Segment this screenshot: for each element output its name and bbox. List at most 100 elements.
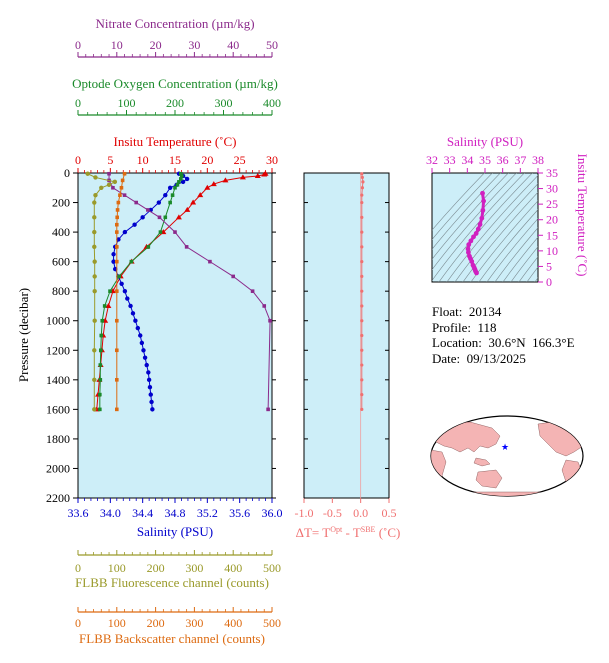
pressure-tick-label: 1000 — [46, 314, 70, 328]
delta-t-tick-label: 0.5 — [382, 506, 397, 520]
density-contour — [526, 266, 538, 282]
nitrate-tick-label: 20 — [150, 38, 162, 52]
backscatter-point — [116, 200, 121, 205]
delta-t-point — [361, 180, 365, 184]
profile-label: Profile: — [432, 319, 471, 335]
ts-temperature-label: Insitu Temperature (˚C) — [575, 153, 590, 276]
oxygen-tick-label: 400 — [263, 96, 281, 110]
nitrate-tick-label: 50 — [266, 38, 278, 52]
density-contour — [432, 173, 517, 271]
density-contour — [438, 173, 533, 282]
nitrate-point — [134, 200, 138, 205]
temperature-point — [222, 177, 229, 183]
density-contour — [510, 246, 538, 282]
oxygen-tick-label: 100 — [118, 96, 136, 110]
fluorescence-point — [92, 377, 97, 383]
salinity-point — [180, 179, 186, 185]
delta-t-tick-label: -1.0 — [295, 506, 314, 520]
ts-point — [471, 234, 476, 240]
delta-t-tick-label: 0.0 — [353, 506, 368, 520]
temperature-point — [175, 214, 182, 220]
salinity-tick-label: 34.4 — [132, 506, 153, 520]
nitrate-point — [250, 289, 255, 293]
fluorescence-point — [92, 274, 97, 279]
fluorescence-tick-label: 100 — [108, 561, 126, 575]
ts-salinity-label: Salinity (PSU) — [447, 134, 523, 149]
ts-point — [480, 207, 486, 213]
temperature-axis: 0 5 10 15 20 25 30 — [75, 153, 278, 173]
delta-t-point — [360, 215, 364, 219]
temperature-point — [190, 199, 197, 205]
salinity-point — [116, 237, 121, 242]
salinity-point — [132, 222, 137, 227]
fluorescence-point — [92, 318, 97, 323]
ts-x-tick-label: 32 — [426, 153, 438, 167]
backscatter-point — [115, 230, 119, 234]
backscatter-axis: 0 100 200 300 400 500 — [75, 607, 281, 630]
fluorescence-point — [92, 200, 97, 205]
salinity-tick-label: 33.6 — [68, 506, 89, 520]
backscatter-point — [115, 348, 119, 353]
backscatter-point — [115, 208, 120, 212]
oxygen-point — [177, 180, 181, 184]
temperature-point — [105, 302, 112, 308]
pressure-tick-label: 800 — [52, 284, 70, 298]
salinity-point — [146, 370, 151, 375]
oxygen-point — [179, 171, 183, 176]
temperature-tick-label: 10 — [137, 153, 149, 167]
salinity-point — [167, 185, 173, 190]
backscatter-line — [116, 173, 126, 410]
ts-x-tick-label: 38 — [532, 153, 544, 167]
ts-y-tick-label: 5 — [546, 259, 552, 273]
nitrate-point — [266, 407, 270, 412]
nitrate-axis-label: Nitrate Concentration (µm/kg) — [95, 16, 254, 31]
date-row: Date: 09/13/2025 — [432, 351, 575, 367]
delta-t-point — [360, 378, 364, 382]
pressure-tick-label: 1400 — [46, 373, 70, 387]
oxygen-point — [98, 392, 102, 397]
fluorescence-point — [112, 179, 118, 185]
salinity-point — [125, 296, 130, 301]
location-value: 30.6°N 166.3°E — [488, 335, 575, 350]
salinity-point — [140, 215, 145, 220]
temperature-tick-label: 15 — [169, 153, 181, 167]
ts-y-tick-label: 10 — [546, 244, 558, 258]
salinity-point — [144, 362, 149, 368]
salinity-point — [133, 318, 138, 323]
ts-y-tick-label: 20 — [546, 213, 558, 227]
nitrate-point — [184, 245, 189, 249]
fluorescence-point — [106, 182, 112, 188]
backscatter-point — [115, 259, 119, 264]
fluorescence-axis-label: FLBB Fluorescence channel (counts) — [75, 575, 269, 590]
salinity-point — [150, 407, 155, 412]
delta-t-series — [360, 172, 365, 411]
pressure-tick-label: 2200 — [46, 491, 70, 505]
density-contour — [432, 173, 485, 231]
nitrate-point — [111, 185, 115, 190]
nitrate-point — [262, 304, 267, 308]
ts-series — [465, 190, 486, 276]
salinity-point — [138, 333, 143, 338]
oxygen-point — [173, 185, 177, 190]
oxygen-point — [170, 193, 175, 197]
oxygen-point — [98, 363, 103, 367]
world-map: ★ — [430, 415, 584, 497]
delta-t-point — [360, 193, 364, 197]
fluorescence-point — [92, 229, 97, 235]
delta-t-point — [360, 172, 364, 176]
fluorescence-axis: 0 100 200 300 400 500 — [75, 550, 281, 575]
backscatter-point — [115, 407, 119, 412]
map-antarctica — [431, 491, 583, 496]
density-contour — [432, 173, 509, 260]
nitrate-point — [208, 259, 212, 264]
ts-y-tick-label: 25 — [546, 197, 558, 211]
date-label: Date: — [432, 350, 461, 366]
temperature-axis-label: Insitu Temperature (˚C) — [113, 134, 236, 149]
pressure-tick-label: 200 — [52, 196, 70, 210]
oxygen-point — [108, 289, 112, 293]
salinity-tick-label: 34.8 — [165, 506, 186, 520]
fluorescence-point — [92, 348, 97, 353]
oxygen-tick-label: 0 — [75, 96, 81, 110]
oxygen-point — [158, 230, 163, 234]
fluorescence-point — [92, 288, 97, 294]
